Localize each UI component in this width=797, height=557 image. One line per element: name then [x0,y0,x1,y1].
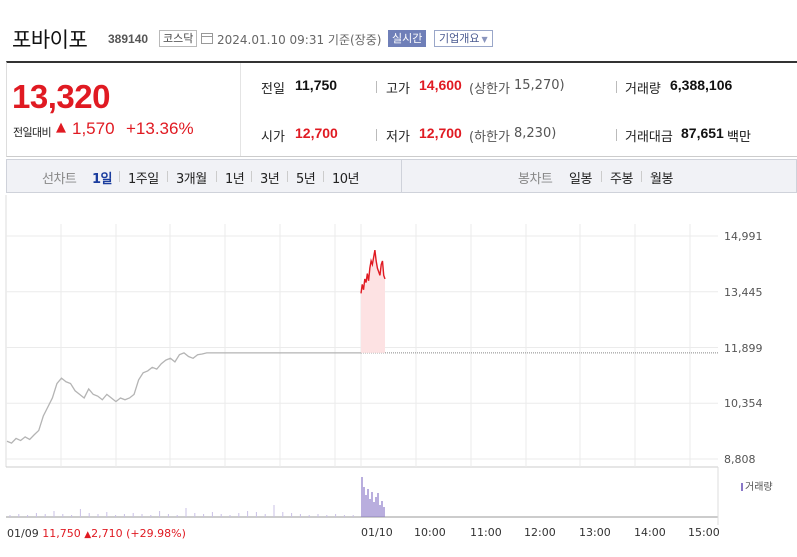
y-tick: 8,808 [724,453,756,466]
lower-limit-label: (하한가 [469,130,510,145]
x-tick: 01/10 [361,526,393,539]
tab-1w[interactable]: 1주일 [128,172,159,187]
prev-day-series-line [6,352,361,444]
volume-value: 6,388,106 [670,77,733,93]
x-tick: 13:00 [579,526,611,539]
separator [601,171,602,182]
separator [167,171,168,182]
volume-label: 거래량 [625,82,661,97]
tab-divider [401,160,402,192]
today-series-line [360,249,386,294]
realtime-button[interactable]: 실시간 [388,30,427,47]
company-overview-button[interactable]: 기업개요 ▼ [434,30,493,47]
x-tick: 15:00 [688,526,720,539]
tab-monthly[interactable]: 월봉 [650,172,673,187]
x-tick: 14:00 [634,526,666,539]
x-tick: 12:00 [524,526,556,539]
separator [119,171,120,182]
chevron-down-icon: ▼ [481,35,488,44]
candle-chart-heading: 봉차트 [518,172,553,187]
tab-1d[interactable]: 1일 [92,172,113,187]
tab-3y[interactable]: 3년 [260,172,280,187]
quote-divider [240,63,241,156]
calendar-icon [201,33,213,44]
stock-code: 389140 [108,32,149,46]
change-label: 전일대비 [13,126,52,139]
up-triangle-icon: ▲ [84,530,92,540]
prev-close-value: 11,750 [295,77,338,93]
prev-day-close: 11,750 [42,527,81,540]
separator [616,129,617,141]
prev-day-date: 01/09 [7,527,39,540]
quote-timestamp: 2024.01.10 09:31 기준(장중) [217,33,382,47]
volume-legend-label: 거래량 [745,482,773,493]
x-tick: 10:00 [414,526,446,539]
high-value: 14,600 [419,77,462,93]
tab-3m[interactable]: 3개월 [176,172,207,187]
x-tick: 11:00 [470,526,502,539]
amount-label: 거래대금 [625,130,673,145]
prev-close-label: 전일 [261,82,285,97]
today-series-area [361,250,385,353]
open-label: 시가 [261,130,285,145]
separator [641,171,642,182]
line-chart-heading: 선차트 [42,172,77,187]
y-tick: 11,899 [724,342,763,355]
change-value: 1,570 [72,119,115,138]
company-overview-label: 기업개요 [439,32,480,45]
prev-day-summary: 01/09 11,750 ▲2,710 (+29.98%) [7,527,186,540]
tab-weekly[interactable]: 주봉 [610,172,633,187]
amount-value: 87,651 [681,125,724,141]
separator [323,171,324,182]
prev-day-percent: (+29.98%) [126,527,186,540]
separator [216,171,217,182]
amount-unit: 백만 [727,130,751,145]
prev-day-change: 2,710 [91,527,123,540]
tab-5y[interactable]: 5년 [296,172,316,187]
up-triangle-icon: ▲ [56,120,66,135]
tab-1y[interactable]: 1년 [225,172,245,187]
volume-legend: 거래량 [741,478,773,493]
lower-limit-value: 8,230) [514,126,557,141]
y-tick: 10,354 [724,397,763,410]
volume-swatch [741,483,743,491]
tab-10y[interactable]: 10년 [332,172,360,187]
separator [376,81,377,93]
separator [251,171,252,182]
separator [376,129,377,141]
high-label: 고가 [386,82,410,97]
open-value: 12,700 [295,125,338,141]
separator [287,171,288,182]
separator [616,81,617,93]
upper-limit-value: 15,270) [514,78,565,93]
change-percent: +13.36% [126,119,194,138]
y-tick: 14,991 [724,230,763,243]
y-tick: 13,445 [724,286,763,299]
quote-panel [6,61,797,157]
price-chart[interactable] [0,195,797,525]
tab-daily[interactable]: 일봉 [569,172,592,187]
stock-name: 포바이포 [12,28,88,52]
low-value: 12,700 [419,125,462,141]
current-price: 13,320 [12,78,110,115]
upper-limit-label: (상한가 [469,82,510,97]
market-badge: 코스닥 [159,30,198,47]
low-label: 저가 [386,130,410,145]
